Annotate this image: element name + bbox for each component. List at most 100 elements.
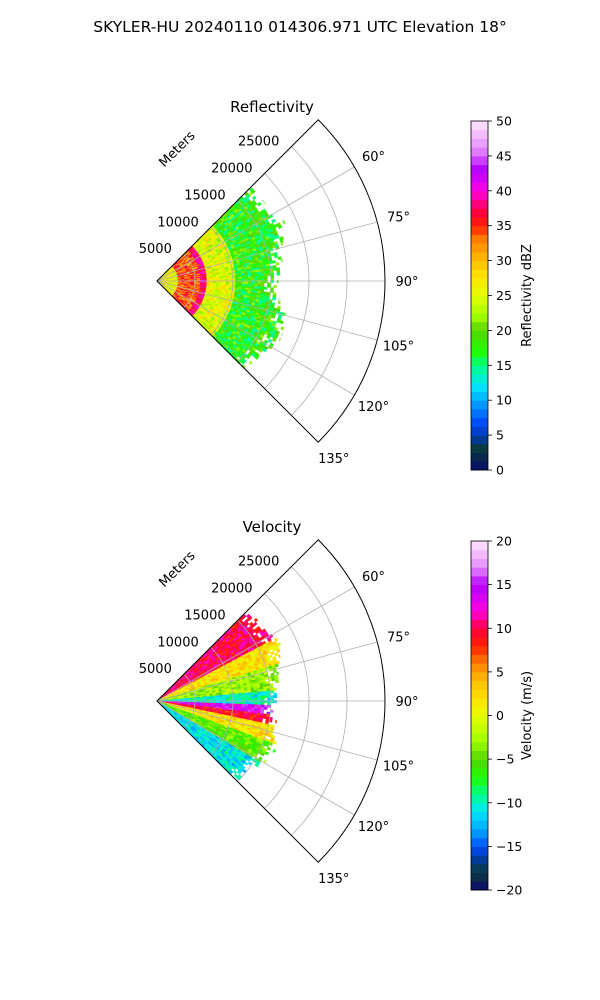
reflectivity-colorbar-segment xyxy=(471,365,488,375)
velocity-data-cell xyxy=(276,725,279,729)
velocity-data-cell xyxy=(241,698,246,701)
reflectivity-colorbar-segment xyxy=(471,129,488,139)
reflectivity-data-cell xyxy=(271,260,276,264)
velocity-data-cell xyxy=(251,702,255,705)
velocity-data-cell xyxy=(241,696,246,699)
velocity-data-cell xyxy=(267,704,271,708)
reflectivity-data-cell xyxy=(263,286,268,290)
reflectivity-data-cell xyxy=(253,189,256,192)
reflectivity-colorbar-segment xyxy=(471,155,488,166)
reflectivity-data-cell xyxy=(277,224,283,230)
reflectivity-colorbar-segment xyxy=(471,452,488,462)
reflectivity-data-cell xyxy=(251,282,255,285)
reflectivity-data-cell xyxy=(281,258,283,263)
reflectivity-colorbar-segment xyxy=(471,435,488,445)
velocity-data-cell xyxy=(272,687,277,691)
velocity-data-cell xyxy=(272,669,278,674)
reflectivity-colorbar-tick-label: 20 xyxy=(496,323,512,338)
reflectivity-data-cell xyxy=(263,277,268,281)
reflectivity-colorbar-tick-label: 15 xyxy=(496,358,512,373)
velocity-data-cell xyxy=(257,702,262,706)
reflectivity-data-cell xyxy=(248,278,252,281)
reflectivity-colorbar-segment xyxy=(471,208,488,218)
reflectivity-data-cell xyxy=(272,297,277,301)
reflectivity-data-cell xyxy=(241,278,246,281)
reflectivity-colorbar-segment xyxy=(471,400,488,410)
reflectivity-data-cell xyxy=(251,195,257,201)
velocity-data-cell xyxy=(276,671,279,675)
reflectivity-colorbar-segment xyxy=(471,295,488,305)
reflectivity-title: Reflectivity xyxy=(230,98,314,116)
velocity-data-cell xyxy=(273,692,278,696)
reflectivity-colorbar-segment xyxy=(471,374,488,384)
reflectivity-data-field xyxy=(158,187,286,369)
velocity-data-cell xyxy=(267,695,271,699)
reflectivity-colorbar-segment xyxy=(471,304,488,314)
velocity-data-cell xyxy=(274,720,278,724)
velocity-data-cell xyxy=(248,702,252,705)
reflectivity-azimuth-tick-label: 75° xyxy=(387,210,410,225)
reflectivity-data-cell xyxy=(222,278,227,281)
reflectivity-azimuth-tick-label: 135° xyxy=(318,452,349,467)
velocity-data-cell xyxy=(257,698,262,701)
reflectivity-data-cell xyxy=(235,278,239,281)
reflectivity-data-cell xyxy=(251,276,255,279)
reflectivity-colorbar-tick-label: 30 xyxy=(496,253,512,268)
velocity-data-cell xyxy=(222,698,227,701)
reflectivity-data-cell xyxy=(248,360,253,365)
reflectivity-data-cell xyxy=(279,320,284,325)
velocity-data-cell xyxy=(225,698,230,701)
reflectivity-colorbar-segment xyxy=(471,199,488,209)
velocity-data-cell xyxy=(251,696,255,699)
velocity-data-cell xyxy=(260,702,265,706)
velocity-data-cell xyxy=(260,697,265,701)
reflectivity-colorbar-segment xyxy=(471,216,488,227)
reflectivity-radial-tick-label: 5000 xyxy=(139,242,172,257)
reflectivity-data-cell xyxy=(254,273,258,277)
reflectivity-radial-tick-label: 15000 xyxy=(184,188,225,203)
velocity-data-cell xyxy=(267,697,271,701)
velocity-title: Velocity xyxy=(243,518,302,536)
reflectivity-colorbar-segment xyxy=(471,417,488,427)
velocity-data-cell xyxy=(266,693,271,697)
reflectivity-data-cell xyxy=(260,282,265,286)
reflectivity-data-cell xyxy=(263,273,268,277)
velocity-data-cell xyxy=(257,693,262,697)
reflectivity-colorbar-tick-label: 10 xyxy=(496,393,512,408)
reflectivity-data-cell xyxy=(279,239,284,244)
reflectivity-radial-tick-label: 20000 xyxy=(211,162,252,177)
reflectivity-data-cell xyxy=(272,267,277,271)
velocity-data-cell xyxy=(274,679,280,684)
reflectivity-data-cell xyxy=(271,218,276,224)
reflectivity-colorbar-label: Reflectivity dBZ xyxy=(520,244,535,347)
reflectivity-data-cell xyxy=(263,275,268,279)
reflectivity-colorbar-segment xyxy=(471,382,488,392)
reflectivity-data-cell xyxy=(277,256,282,261)
velocity-data-cell xyxy=(273,695,278,699)
reflectivity-data-cell xyxy=(257,273,262,277)
reflectivity-colorbar-tick-label: 0 xyxy=(496,463,504,478)
velocity-data-cell xyxy=(244,696,249,699)
velocity-data-cell xyxy=(257,695,262,699)
reflectivity-colorbar-segment xyxy=(471,234,488,244)
velocity-data-cell xyxy=(267,702,271,706)
reflectivity-colorbar-segment xyxy=(471,391,488,401)
reflectivity-data-cell xyxy=(260,275,265,279)
reflectivity-colorbar-tick-label: 5 xyxy=(496,428,504,443)
reflectivity-colorbar-segment xyxy=(471,173,488,183)
reflectivity-colorbar-segment xyxy=(471,269,488,279)
velocity-data-cell xyxy=(238,698,243,701)
reflectivity-data-cell xyxy=(267,284,271,288)
reflectivity-data-cell xyxy=(254,278,259,281)
reflectivity-colorbar-segment xyxy=(471,339,488,349)
reflectivity-colorbar-segment xyxy=(471,408,488,419)
reflectivity-data-cell xyxy=(276,272,281,276)
velocity-data-cell xyxy=(253,617,259,623)
reflectivity-azimuth-tick-label: 90° xyxy=(395,275,418,290)
velocity-data-cell xyxy=(247,696,252,699)
reflectivity-colorbar-segment xyxy=(471,147,488,157)
reflectivity-colorbar-tick-label: 45 xyxy=(496,148,512,163)
reflectivity-data-cell xyxy=(276,269,281,274)
